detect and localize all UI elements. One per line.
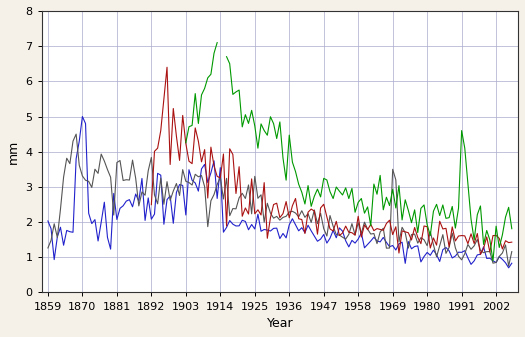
X-axis label: Year: Year [267,317,293,330]
Y-axis label: mm: mm [7,140,20,164]
